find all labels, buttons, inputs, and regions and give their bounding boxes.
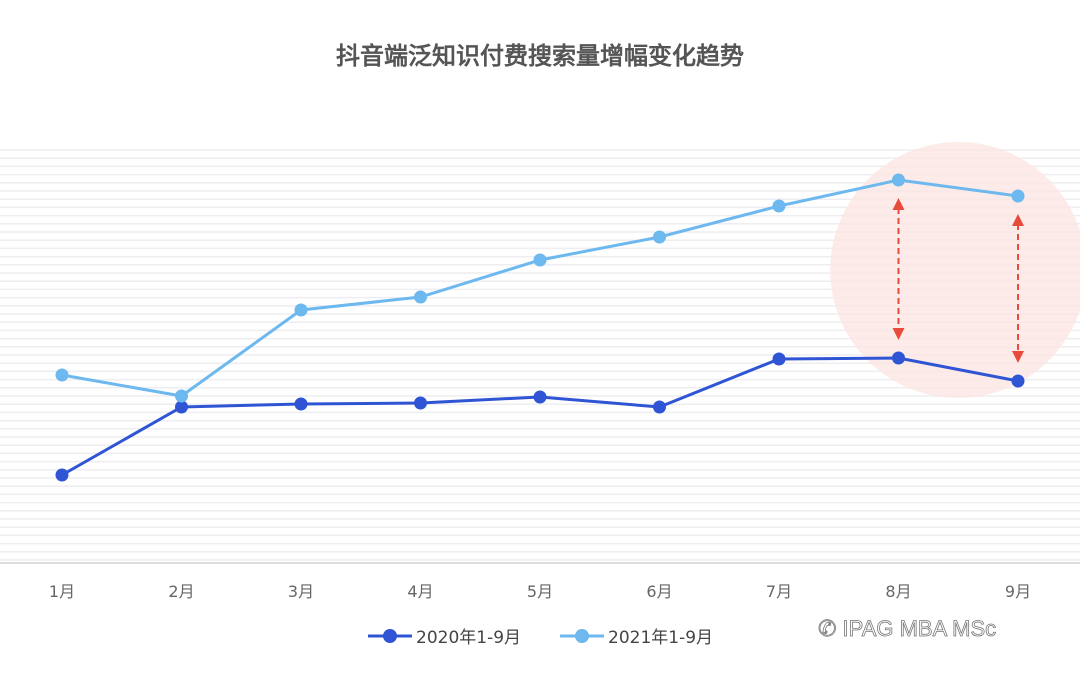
x-tick-label: 3月 (288, 582, 314, 601)
data-point (294, 397, 308, 411)
data-point (55, 468, 69, 482)
arrow-head-up (1012, 214, 1024, 226)
x-tick-label: 9月 (1005, 582, 1031, 601)
arrow-head-down (892, 328, 905, 340)
data-point (772, 352, 786, 366)
data-point (175, 400, 188, 414)
data-point (55, 368, 69, 382)
data-point (1011, 374, 1025, 388)
legend-swatch-dot (575, 629, 589, 643)
x-tick-label: 4月 (407, 582, 433, 601)
data-point (1011, 189, 1025, 203)
data-point (772, 199, 786, 213)
data-point (892, 351, 905, 365)
x-tick-label: 6月 (646, 582, 672, 601)
data-point (653, 230, 666, 244)
x-tick-label: 5月 (527, 582, 553, 601)
x-tick-label: 8月 (885, 582, 911, 601)
series-line-1 (61, 356, 1019, 477)
arrow-head-down (1012, 351, 1024, 363)
x-tick-label: 7月 (766, 582, 792, 601)
legend-label: 2021年1-9月 (608, 628, 713, 648)
data-point (414, 396, 427, 410)
legend-swatch-dot (383, 629, 397, 643)
data-point (892, 173, 905, 187)
data-point (533, 253, 547, 267)
highlight-circle (830, 142, 1080, 398)
x-tick-label: 2月 (168, 582, 194, 601)
arrow-head-up (892, 198, 905, 210)
data-point (653, 400, 666, 414)
data-point (533, 390, 547, 404)
chart-title: 抖音端泛知识付费搜索量增幅变化趋势 (336, 42, 744, 70)
watermark: ✆ IPAG MBA MSc (818, 616, 997, 642)
data-point (294, 303, 308, 317)
wechat-icon: ✆ (818, 616, 843, 642)
data-point (414, 290, 427, 304)
watermark-text: IPAG MBA MSc (842, 616, 997, 642)
data-point (175, 389, 188, 403)
legend-label: 2020年1-9月 (416, 628, 521, 648)
x-tick-label: 1月 (49, 582, 75, 601)
